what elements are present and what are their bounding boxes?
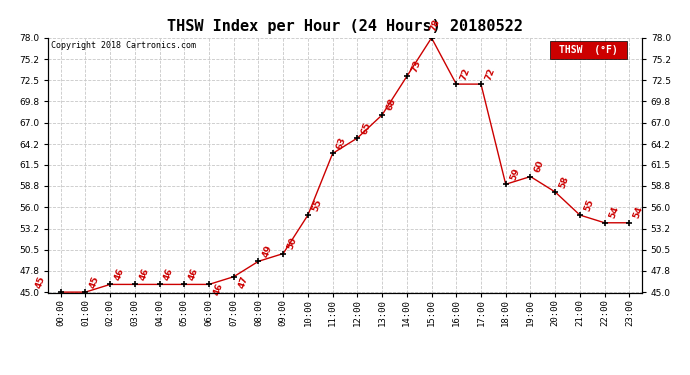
Text: THSW  (°F): THSW (°F) — [559, 45, 618, 55]
Title: THSW Index per Hour (24 Hours) 20180522: THSW Index per Hour (24 Hours) 20180522 — [167, 18, 523, 33]
Text: 72: 72 — [484, 66, 497, 81]
Text: 47: 47 — [237, 274, 249, 289]
Text: 49: 49 — [262, 243, 274, 258]
Text: 46: 46 — [137, 267, 150, 282]
Text: 46: 46 — [212, 282, 224, 297]
Text: 63: 63 — [335, 136, 348, 151]
Text: 54: 54 — [632, 205, 645, 220]
Text: Copyright 2018 Cartronics.com: Copyright 2018 Cartronics.com — [51, 41, 196, 50]
Text: 45: 45 — [34, 274, 47, 290]
Text: 55: 55 — [310, 198, 324, 212]
Text: 55: 55 — [582, 198, 595, 212]
FancyBboxPatch shape — [550, 41, 627, 59]
Text: 46: 46 — [187, 267, 200, 282]
Text: 50: 50 — [286, 236, 299, 251]
Text: 46: 46 — [162, 267, 175, 282]
Text: 60: 60 — [533, 159, 546, 174]
Text: 46: 46 — [113, 267, 126, 282]
Text: 59: 59 — [509, 166, 521, 182]
Text: 54: 54 — [607, 205, 620, 220]
Text: 58: 58 — [558, 174, 571, 189]
Text: 65: 65 — [360, 120, 373, 135]
Text: 73: 73 — [410, 58, 422, 74]
Text: 68: 68 — [385, 98, 397, 112]
Text: 78: 78 — [428, 17, 442, 32]
Text: 45: 45 — [88, 274, 101, 290]
Text: 72: 72 — [459, 66, 472, 81]
